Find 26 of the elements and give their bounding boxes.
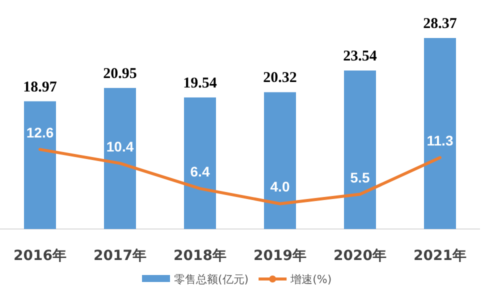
legend-label: 增速(%)	[290, 273, 332, 286]
data-label: 4.0	[270, 178, 290, 195]
data-label: 10.4	[106, 138, 134, 154]
data-label: 11.3	[426, 132, 454, 149]
bar	[264, 92, 296, 229]
legend-label: 零售总额(亿元)	[174, 273, 249, 286]
x-tick-label: 2016年	[14, 248, 66, 264]
data-label: 12.6	[26, 124, 54, 140]
data-label: 19.54	[183, 75, 218, 92]
bar	[184, 97, 216, 229]
x-tick-label: 2021年	[414, 248, 466, 264]
bar	[344, 70, 376, 229]
data-label: 5.5	[350, 169, 370, 186]
data-label: 20.95	[103, 66, 137, 82]
data-label: 28.37	[423, 16, 458, 32]
x-tick-label: 2019年	[254, 248, 306, 264]
data-label: 20.32	[263, 70, 297, 86]
bar	[24, 101, 56, 229]
data-label: 23.54	[343, 48, 378, 65]
x-tick-label: 2017年	[94, 248, 146, 264]
data-label: 18.97	[23, 79, 58, 96]
bar	[104, 88, 136, 229]
x-tick-label: 2018年	[174, 248, 226, 264]
bar	[424, 38, 456, 229]
data-label: 6.4	[190, 164, 210, 180]
x-tick-label: 2020年	[334, 248, 386, 264]
